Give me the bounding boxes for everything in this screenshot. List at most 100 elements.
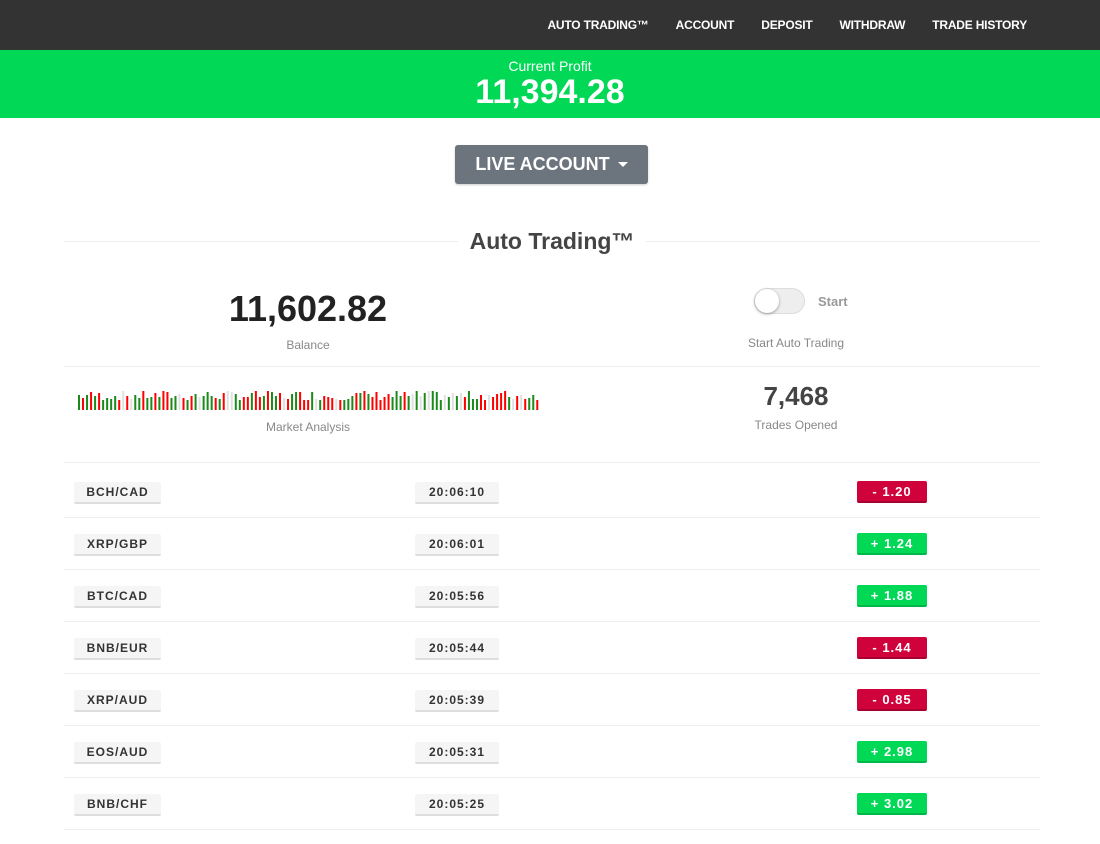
market-bar: [166, 392, 169, 410]
market-bar: [371, 397, 374, 410]
market-bar: [343, 400, 346, 410]
market-bar: [94, 396, 97, 410]
market-bar: [258, 397, 261, 410]
time-badge: 20:05:44: [415, 638, 499, 660]
market-bar: [190, 396, 193, 410]
market-bar: [467, 391, 470, 410]
market-bar: [455, 396, 458, 410]
nav-auto-trading[interactable]: AUTO TRADING™: [547, 18, 649, 32]
balance-label: Balance: [286, 338, 330, 352]
market-bar: [351, 396, 354, 410]
market-bar: [254, 391, 257, 410]
trade-row: XRP/GBP 20:06:01 + 1.24: [64, 518, 1040, 570]
market-bar: [134, 395, 137, 410]
market-bar: [270, 392, 273, 410]
market-bar: [182, 398, 185, 410]
market-bar: [411, 394, 414, 410]
balance-section: 11,602.82 Balance Start Auto Trading: [64, 270, 1040, 367]
market-bar: [283, 398, 286, 410]
caret-down-icon: [617, 162, 628, 167]
pair-badge: XRP/AUD: [74, 690, 161, 712]
nav-account[interactable]: ACCOUNT: [675, 18, 735, 32]
toggle-caption: Start Auto Trading: [747, 336, 845, 350]
trade-row: BTC/CAD 20:05:56 + 1.88: [64, 570, 1040, 622]
market-bar: [266, 391, 269, 410]
amount-badge: - 1.20: [857, 481, 927, 503]
pair-badge: EOS/AUD: [74, 742, 161, 764]
amount-badge: - 1.44: [857, 637, 927, 659]
market-bar: [86, 395, 89, 410]
market-bar: [122, 391, 125, 410]
market-bar: [210, 396, 213, 410]
market-bar: [496, 394, 499, 410]
nav-trade-history[interactable]: TRADE HISTORY: [932, 18, 1027, 32]
market-bar: [451, 393, 454, 410]
time-badge: 20:05:56: [415, 586, 499, 608]
market-bar: [399, 396, 402, 410]
market-bar: [524, 399, 527, 410]
market-bar: [82, 398, 85, 410]
trades-label: Trades Opened: [754, 418, 838, 432]
market-bar: [488, 395, 491, 410]
time-badge: 20:05:25: [415, 794, 499, 816]
market-bar: [439, 400, 442, 410]
market-bar: [415, 391, 418, 410]
market-bar: [130, 399, 133, 410]
market-bar: [528, 398, 531, 410]
market-bar: [307, 400, 310, 410]
market-bar: [536, 400, 539, 410]
market-bar: [250, 393, 253, 410]
market-bar: [162, 391, 165, 410]
market-bar: [138, 398, 141, 410]
market-bar: [230, 392, 233, 410]
amount-badge: + 1.88: [857, 585, 927, 607]
market-bar: [279, 393, 281, 410]
market-bar: [339, 400, 342, 410]
market-bar: [319, 400, 322, 410]
market-bar: [359, 393, 362, 410]
market-bar: [98, 393, 101, 410]
market-bar: [427, 391, 430, 410]
market-bar: [274, 396, 277, 410]
market-bar: [287, 399, 290, 410]
trade-row: BNB/EUR 20:05:44 - 1.44: [64, 622, 1040, 674]
pair-badge: BNB/EUR: [74, 638, 161, 660]
trades-value: 7,468: [763, 381, 829, 411]
profit-label: Current Profit: [508, 58, 592, 74]
market-bar: [403, 392, 406, 410]
market-bar: [295, 392, 298, 410]
market-bar: [480, 395, 482, 410]
nav-withdraw[interactable]: WITHDRAW: [839, 18, 906, 32]
market-label: Market Analysis: [265, 420, 351, 434]
market-bar: [391, 397, 394, 410]
market-bar: [150, 397, 153, 410]
amount-badge: + 1.24: [857, 533, 927, 555]
market-bar: [363, 391, 366, 410]
divider: [646, 240, 1041, 242]
market-bar: [78, 395, 80, 410]
account-dropdown-button[interactable]: LIVE ACCOUNT: [455, 145, 648, 184]
pair-badge: XRP/GBP: [74, 534, 161, 556]
market-bar: [423, 393, 426, 410]
market-bar: [102, 400, 105, 410]
profit-banner: Current Profit 11,394.28: [0, 50, 1100, 118]
market-bar: [154, 393, 157, 410]
market-bar: [407, 396, 410, 410]
market-bar: [198, 397, 201, 410]
top-nav: AUTO TRADING™ ACCOUNT DEPOSIT WITHDRAW T…: [0, 0, 1100, 50]
market-bar: [142, 391, 145, 410]
nav-deposit[interactable]: DEPOSIT: [761, 18, 813, 32]
trade-row: BNB/CHF 20:05:25 + 3.02: [64, 778, 1040, 830]
market-bar: [492, 397, 495, 410]
profit-value: 11,394.28: [475, 73, 625, 111]
market-bar: [395, 391, 398, 410]
market-bar: [202, 396, 205, 410]
pair-badge: BCH/CAD: [74, 482, 161, 504]
pair-badge: BTC/CAD: [74, 586, 161, 608]
market-bar: [500, 393, 503, 410]
market-bar: [114, 396, 117, 410]
market-bar: [303, 400, 306, 410]
market-bar: [170, 398, 173, 410]
auto-trading-toggle[interactable]: [754, 288, 805, 314]
market-bar: [226, 391, 229, 410]
